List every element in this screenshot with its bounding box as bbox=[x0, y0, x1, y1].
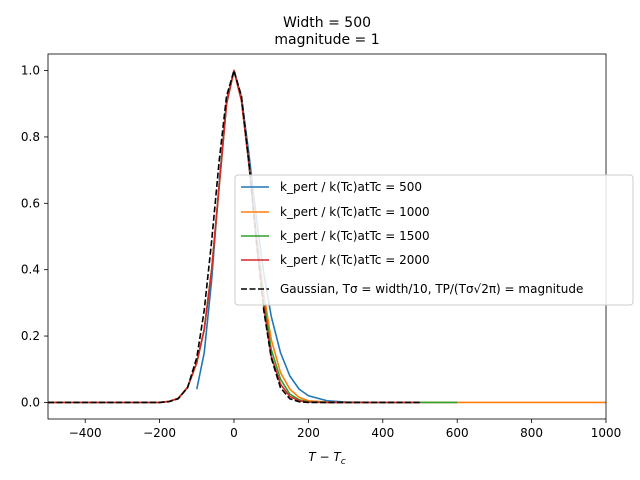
legend-label-5: Gaussian, Tσ = width/10, TP/(Tσ√2π) = ma… bbox=[280, 282, 583, 296]
x-tick-label: −200 bbox=[143, 426, 176, 440]
x-tick-label: 200 bbox=[297, 426, 320, 440]
series-line-5 bbox=[48, 69, 420, 404]
x-axis-ticks: −400 −200 0 200 400 600 800 1000 bbox=[69, 419, 622, 440]
y-tick-label: 0.0 bbox=[21, 395, 40, 409]
y-tick-label: 0.2 bbox=[21, 329, 40, 343]
x-tick-label: 400 bbox=[371, 426, 394, 440]
y-tick-label: 0.6 bbox=[21, 196, 40, 210]
series-layer bbox=[48, 69, 606, 404]
y-tick-label: 1.0 bbox=[21, 64, 40, 78]
y-axis-ticks: 0.0 0.2 0.4 0.6 0.8 1.0 bbox=[21, 64, 48, 409]
x-axis-label: T − Tc bbox=[308, 450, 345, 467]
x-tick-label: 1000 bbox=[591, 426, 622, 440]
legend-label-1: k_pert / k(Tc)atTc = 500 bbox=[280, 180, 422, 194]
chart-title-line-2: magnitude = 1 bbox=[274, 32, 379, 48]
x-tick-label: −400 bbox=[69, 426, 102, 440]
y-tick-label: 0.8 bbox=[21, 130, 40, 144]
x-tick-label: 0 bbox=[230, 426, 238, 440]
legend-label-2: k_pert / k(Tc)atTc = 1000 bbox=[280, 205, 430, 219]
x-tick-label: 600 bbox=[446, 426, 469, 440]
legend-label-3: k_pert / k(Tc)atTc = 1500 bbox=[280, 229, 430, 243]
legend: k_pert / k(Tc)atTc = 500 k_pert / k(Tc)at… bbox=[234, 174, 634, 306]
x-tick-label: 800 bbox=[520, 426, 543, 440]
y-tick-label: 0.4 bbox=[21, 263, 40, 277]
chart-title-line-1: Width = 500 bbox=[283, 15, 371, 31]
legend-label-4: k_pert / k(Tc)atTc = 2000 bbox=[280, 253, 430, 267]
legend-box bbox=[234, 174, 634, 306]
